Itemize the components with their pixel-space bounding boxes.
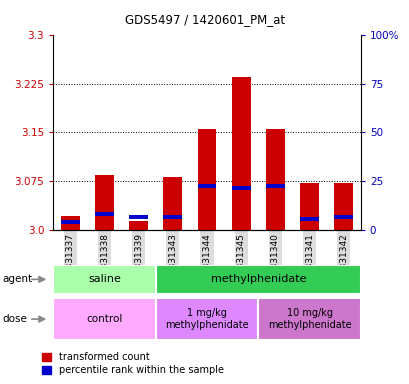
Bar	[163, 215, 182, 218]
Text: methylphenidate: methylphenidate	[210, 274, 305, 285]
Bar	[61, 216, 80, 230]
Bar	[333, 184, 352, 230]
Bar	[53, 298, 155, 340]
Bar	[163, 177, 182, 230]
Bar	[265, 129, 284, 230]
Bar	[129, 215, 148, 218]
Bar	[265, 184, 284, 188]
Text: saline: saline	[88, 274, 121, 285]
Text: 1 mg/kg
methylphenidate: 1 mg/kg methylphenidate	[165, 308, 248, 330]
Legend: transformed count, percentile rank within the sample: transformed count, percentile rank withi…	[38, 348, 227, 379]
Bar	[197, 129, 216, 230]
Bar	[231, 77, 250, 230]
Bar	[95, 212, 114, 216]
Text: 10 mg/kg
methylphenidate: 10 mg/kg methylphenidate	[267, 308, 351, 330]
Bar	[333, 215, 352, 218]
Bar	[197, 184, 216, 188]
Bar	[299, 217, 318, 220]
Text: GDS5497 / 1420601_PM_at: GDS5497 / 1420601_PM_at	[125, 13, 284, 26]
Bar	[61, 220, 80, 224]
Text: agent: agent	[2, 274, 32, 285]
Bar	[155, 265, 360, 294]
Bar	[53, 265, 155, 294]
Text: dose: dose	[2, 314, 27, 324]
Bar	[299, 184, 318, 230]
Bar	[129, 220, 148, 230]
Text: control: control	[86, 314, 122, 324]
Bar	[155, 298, 258, 340]
Bar	[258, 298, 360, 340]
Bar	[231, 186, 250, 190]
Bar	[95, 175, 114, 230]
